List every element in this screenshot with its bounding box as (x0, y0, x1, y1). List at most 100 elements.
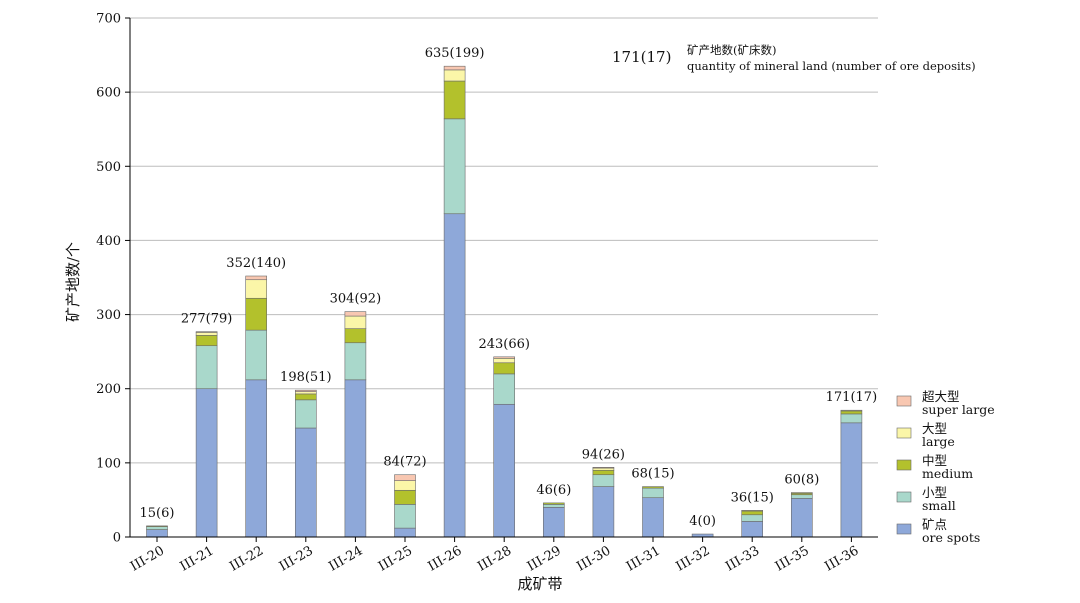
bar-segment-0 (542, 507, 565, 538)
bar-segment-1 (642, 487, 664, 499)
legend-label-en: super large (922, 402, 995, 417)
bar-segment-2 (443, 80, 466, 120)
bar-segment-4 (493, 356, 516, 359)
bar-segment-1 (245, 329, 267, 381)
x-tick-label: III-24 (326, 543, 365, 574)
bar-segment-1 (146, 526, 168, 530)
data-label: 4(0) (689, 514, 716, 529)
x-ticks: III-20 III-21 III-22 III-23 III-24 III-25 III-… (128, 537, 861, 575)
y-tick-label: 600 (96, 86, 121, 101)
data-label: 277(79) (181, 312, 233, 327)
y-tick-label: 300 (96, 308, 121, 323)
bar-segment-4 (294, 389, 317, 392)
x-tick-label: III-33 (723, 543, 762, 574)
data-label: 635(199) (425, 46, 485, 61)
x-tick-label: III-36 (822, 543, 861, 574)
y-tick-label: 200 (96, 382, 121, 397)
legend-label-en: large (922, 434, 955, 449)
bar-segment-3 (592, 467, 615, 471)
x-tick-label: III-20 (128, 543, 167, 574)
bar-segment-0 (592, 486, 615, 538)
bar-segment-2 (294, 393, 317, 401)
y-axis-title: 矿产地数/个 (64, 242, 82, 322)
y-tick-label: 700 (96, 12, 121, 27)
legend-swatch (896, 395, 912, 407)
x-tick-label: III-28 (475, 543, 514, 574)
x-tick-label: III-30 (574, 543, 613, 574)
bar-segment-0 (394, 527, 416, 538)
data-label: 68(15) (631, 467, 674, 482)
bar-segment-3 (294, 391, 317, 395)
bar-segment-0 (443, 213, 466, 538)
x-tick-label: III-22 (227, 543, 266, 574)
bar-segment-1 (443, 118, 466, 215)
x-axis-title: 成矿带 (517, 575, 562, 593)
data-label: 198(51) (280, 370, 332, 385)
data-labels: 15(6) 277(79) 352(140) 198(51) 304(92) 84(72)… (140, 46, 878, 529)
bar-segment-2 (195, 335, 218, 347)
bar-segment-3 (790, 492, 813, 494)
data-label: 304(92) (330, 292, 382, 307)
bar-segment-3 (394, 480, 416, 491)
bar-segment-3 (741, 510, 764, 512)
bar-segment-2 (146, 525, 168, 527)
bar-segment-1 (493, 373, 516, 405)
bar-segment-4 (195, 331, 218, 333)
data-label: 46(6) (536, 483, 571, 498)
data-label: 36(15) (731, 490, 774, 505)
bars (146, 65, 863, 538)
y-ticks: 0 100 200 300 400 500 600 700 (96, 12, 130, 546)
bar-segment-0 (741, 521, 764, 538)
annotation-value: 171(17) (612, 48, 671, 66)
bar-segment-2 (840, 410, 863, 415)
legend-swatch (896, 523, 912, 535)
legend-label-cn: 大型 (922, 421, 947, 436)
annotation-text-en: quantity of mineral land (number of ore … (687, 59, 976, 73)
bar-segment-0 (344, 379, 367, 538)
bar-segment-0 (146, 529, 168, 538)
bar-segment-2 (542, 502, 565, 505)
bar-segment-2 (592, 469, 615, 476)
bar-segment-2 (344, 328, 367, 344)
bar-segment-0 (245, 379, 267, 538)
x-tick-label: III-26 (426, 543, 465, 574)
annotation-text-cn: 矿产地数(矿床数) (687, 43, 776, 57)
y-tick-label: 100 (96, 456, 121, 471)
data-label: 15(6) (140, 506, 175, 521)
bar-segment-0 (642, 497, 664, 538)
bar-segment-1 (294, 399, 317, 429)
annotation-note: 171(17) 矿产地数(矿床数) quantity of mineral la… (612, 43, 976, 73)
bar-segment-2 (493, 362, 516, 375)
data-label: 352(140) (226, 256, 286, 271)
bar-segment-0 (790, 498, 813, 538)
x-tick-label: III-23 (277, 543, 316, 574)
x-tick-label: III-29 (525, 543, 564, 574)
bar-segment-1 (394, 504, 416, 529)
bar-segment-2 (245, 297, 267, 331)
legend-label-cn: 中型 (922, 453, 947, 468)
bar-segment-1 (195, 345, 218, 390)
bar-segment-4 (394, 474, 416, 481)
bar-segment-3 (840, 409, 863, 412)
legend-label-en: medium (922, 466, 973, 481)
legend-swatch (896, 427, 912, 439)
y-tick-label: 400 (96, 234, 121, 249)
bar-segment-3 (443, 69, 466, 82)
bar-segment-1 (542, 504, 565, 508)
bar-segment-4 (443, 65, 466, 71)
x-tick-label: III-32 (674, 543, 713, 574)
bar-segment-0 (493, 403, 516, 538)
legend-label-en: small (922, 498, 956, 513)
bar-segment-3 (493, 358, 516, 364)
bar-segment-2 (741, 510, 764, 516)
bar-segment-0 (294, 427, 317, 538)
bar-segment-1 (592, 474, 615, 487)
bar-segment-1 (790, 494, 813, 499)
bar-segment-4 (344, 311, 367, 317)
bar-segment-3 (195, 332, 218, 336)
data-label: 94(26) (582, 447, 625, 462)
bar-segment-0 (195, 388, 218, 538)
legend-label-cn: 超大型 (922, 389, 960, 404)
